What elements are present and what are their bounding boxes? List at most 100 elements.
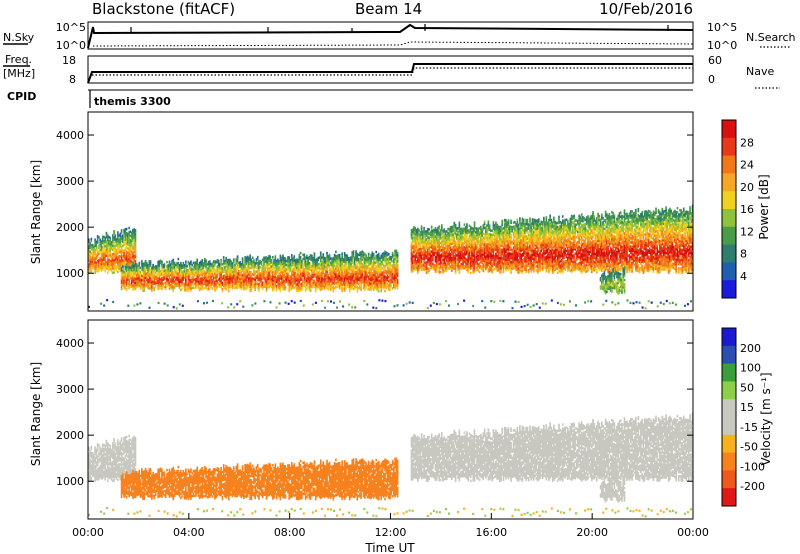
power-cell — [481, 267, 483, 271]
power-cell — [396, 270, 399, 273]
power-cell — [471, 235, 473, 238]
power-cell — [164, 287, 167, 291]
power-cell — [161, 273, 163, 276]
power-cell — [232, 270, 235, 274]
power-cell — [364, 282, 366, 285]
power-cell — [153, 276, 156, 279]
power-cell — [430, 225, 433, 229]
power-cell — [444, 253, 447, 256]
power-cell — [453, 250, 456, 254]
power-cell — [395, 257, 398, 261]
power-cell — [190, 279, 192, 282]
power-cell — [274, 261, 277, 264]
power-cell — [478, 245, 481, 249]
power-cell — [145, 282, 148, 286]
power-cell — [207, 264, 210, 268]
power-cell — [343, 272, 346, 276]
power-cell — [414, 262, 417, 265]
power-cell — [227, 260, 230, 264]
power-cell — [248, 273, 250, 276]
power-cell — [172, 281, 175, 284]
power-cell — [335, 281, 337, 285]
power-cell — [316, 270, 318, 273]
power-cell — [259, 280, 262, 283]
power-cell — [472, 244, 475, 247]
power-cell — [435, 245, 438, 248]
power-cell — [393, 283, 395, 286]
power-cell — [372, 255, 375, 258]
power-cell — [250, 283, 253, 286]
power-cell — [362, 264, 365, 267]
power-cell — [295, 274, 298, 278]
power-cell — [367, 275, 370, 278]
power-cell — [457, 243, 459, 247]
power-cell — [254, 286, 257, 290]
power-cell — [236, 255, 239, 258]
power-cell — [128, 255, 130, 259]
power-cell — [396, 286, 399, 290]
power-cell — [371, 255, 374, 259]
power-cell — [237, 265, 240, 269]
power-cell — [163, 265, 166, 268]
power-cell — [197, 286, 200, 289]
nsky-tick-low: 10^0 — [56, 39, 86, 52]
power-cell — [356, 279, 359, 283]
power-cell — [211, 287, 214, 290]
power-cell — [250, 277, 253, 280]
power-cell — [140, 284, 143, 288]
power-cell — [317, 281, 320, 285]
power-cell — [120, 252, 123, 255]
power-cell — [265, 278, 268, 282]
power-cell — [418, 260, 420, 263]
power-cell — [321, 264, 323, 268]
power-cell — [259, 272, 262, 275]
power-cell — [237, 270, 240, 273]
power-cell — [197, 271, 200, 275]
power-cell — [115, 267, 118, 270]
power-cell — [253, 261, 255, 264]
power-cell — [215, 275, 217, 278]
power-cell — [340, 278, 342, 282]
power-cell — [251, 281, 254, 284]
power-cell — [444, 234, 447, 238]
power-cell — [211, 262, 214, 265]
power-cell — [416, 233, 419, 237]
power-cell — [341, 262, 343, 266]
power-cell — [207, 269, 210, 272]
power-cell — [235, 276, 238, 279]
power-cell — [129, 240, 132, 244]
power-cell — [98, 250, 100, 254]
power-cell — [229, 262, 231, 266]
power-cell — [294, 259, 297, 262]
power-cell — [301, 263, 303, 267]
power-cell — [171, 280, 173, 284]
power-cell — [182, 278, 185, 281]
power-cell — [473, 271, 476, 274]
power-cell — [360, 255, 362, 258]
power-cell — [273, 275, 275, 279]
power-cell — [448, 252, 451, 256]
power-cell — [314, 273, 317, 276]
power-cell — [380, 254, 383, 258]
power-cell — [138, 272, 141, 275]
power-cell — [187, 260, 190, 264]
power-cell — [222, 283, 225, 286]
power-cell — [128, 284, 130, 288]
power-cell — [216, 279, 219, 283]
power-cell — [183, 286, 186, 290]
power-cell — [202, 262, 205, 265]
power-cell — [124, 242, 127, 245]
power-cell — [307, 273, 309, 276]
power-cell — [219, 277, 221, 280]
power-cell — [119, 242, 122, 246]
power-cell — [272, 289, 274, 292]
power-cell — [123, 249, 125, 253]
power-cell — [369, 259, 371, 262]
power-cell — [154, 269, 157, 272]
power-cell — [418, 264, 420, 267]
power-cell — [183, 284, 186, 288]
power-cell — [289, 269, 292, 272]
power-cell — [224, 280, 226, 284]
power-cell — [101, 241, 104, 245]
power-cell — [411, 253, 414, 256]
